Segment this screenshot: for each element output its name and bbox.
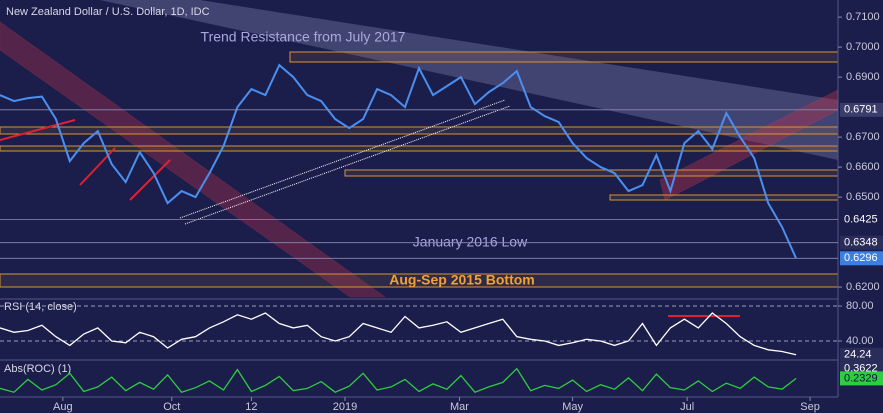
level-box <box>840 347 883 362</box>
y-tick-label: 80.00 <box>846 300 874 312</box>
x-tick-label: Jul <box>680 401 694 413</box>
level-label: 0.2329 <box>844 372 878 384</box>
x-tick-label: Sep <box>800 401 820 413</box>
x-tick-label: May <box>562 401 583 413</box>
level-label: 0.6425 <box>844 214 878 226</box>
annotation: Trend Resistance from July 2017 <box>201 29 406 45</box>
y-tick-label: 0.6200 <box>846 281 880 293</box>
series-line <box>0 312 797 356</box>
annotation: January 2016 Low <box>413 234 528 250</box>
zone <box>0 126 839 135</box>
level-box <box>840 102 883 117</box>
level-label: 0.6296 <box>844 252 878 264</box>
x-tick-label: 12 <box>245 401 257 413</box>
level-box <box>840 371 883 386</box>
y-tick-label: 0.7000 <box>846 41 880 53</box>
y-tick-label: 0.6600 <box>846 161 880 173</box>
trend-line <box>129 159 171 201</box>
y-tick-label: 40.00 <box>846 335 874 347</box>
support-lines <box>179 99 511 225</box>
trend-line <box>179 99 506 219</box>
level-box <box>840 235 883 250</box>
x-tick-label: Aug <box>53 401 73 413</box>
x-tick-label: Mar <box>450 401 469 413</box>
trend-line <box>184 105 511 225</box>
zone <box>289 51 839 63</box>
y-tick-label: 0.6700 <box>846 131 880 143</box>
series-line <box>0 367 797 393</box>
resistance-channel <box>100 0 838 160</box>
descending-channel <box>0 21 386 298</box>
level-label: 0.6791 <box>844 104 878 116</box>
y-tick-label: 0.7100 <box>846 11 880 23</box>
x-tick-label: 2019 <box>333 401 357 413</box>
support-lines <box>0 119 740 317</box>
trend-line <box>79 147 116 186</box>
chart-title: New Zealand Dollar / U.S. Dollar, 1D, ID… <box>6 6 210 18</box>
panel-title: RSI (14, close) <box>4 301 77 313</box>
zone <box>344 169 839 177</box>
panel-title: Abs(ROC) (1) <box>4 363 71 375</box>
x-tick-label: Oct <box>163 401 180 413</box>
zone <box>609 194 839 201</box>
y-tick-label: 0.6500 <box>846 191 880 203</box>
annotation: Aug-Sep 2015 Bottom <box>389 272 534 288</box>
level-box <box>840 251 883 266</box>
level-box <box>840 212 883 227</box>
level-label: 0.6348 <box>844 237 878 249</box>
series-line <box>0 63 798 259</box>
y-tick-label: 0.6900 <box>846 71 880 83</box>
trend-line <box>0 119 76 141</box>
level-label: 24.24 <box>844 349 872 361</box>
